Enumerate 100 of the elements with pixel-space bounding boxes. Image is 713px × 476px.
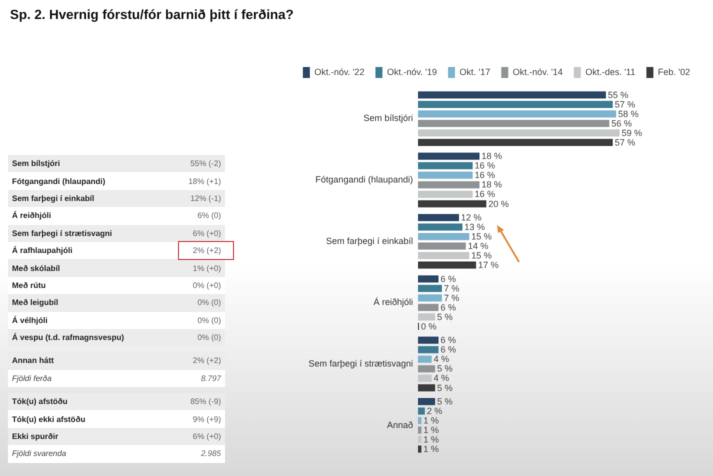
data-label: 1 % (423, 444, 439, 454)
data-label: 7 % (444, 283, 460, 294)
text: 2% (+2) (192, 246, 221, 256)
data-label: 1 % (423, 425, 439, 436)
bar (418, 138, 613, 146)
data-label: 6 % (440, 335, 456, 346)
text: Sp. 2. Hvernig fórstu/fór barnið þitt í ferðina? (10, 7, 294, 22)
bar (418, 336, 438, 344)
category-label: Sem bílstjóri (12, 159, 60, 168)
bar (418, 162, 473, 170)
data-label: 7 % (444, 292, 460, 303)
text: 0% (+0) (192, 280, 221, 290)
category-label: Með skólabíl (12, 264, 60, 273)
data-label: 12 % (461, 212, 482, 223)
data-label: 20 % (488, 198, 509, 209)
text: 18% (+1) (188, 176, 221, 186)
data-label: 6 % (440, 274, 456, 284)
data-label: 16 % (474, 170, 496, 180)
legend-label: Okt.-nóv. '22 (314, 66, 364, 77)
text: 85% (-9) (190, 397, 221, 406)
bar (418, 200, 486, 208)
data-label: 6 % (440, 302, 456, 312)
bar (418, 242, 466, 250)
data-label: 57 % (614, 99, 636, 110)
data-label: 15 % (471, 232, 492, 242)
data-label: 5 % (437, 396, 453, 407)
data-label: 55 % (608, 90, 628, 100)
bar (418, 275, 438, 282)
bar (418, 110, 616, 118)
data-label: 5 % (437, 382, 453, 393)
category-label: Með rútu (12, 280, 46, 290)
bar (418, 398, 436, 406)
y-tick-label: Annað (386, 420, 413, 430)
data-label: 57 % (614, 137, 636, 148)
category-label: Fjöldi ferða (12, 374, 52, 383)
bar (418, 408, 425, 415)
data-label: 0 % (421, 321, 437, 332)
data-label: 15 % (471, 250, 492, 261)
data-label: 16 % (474, 160, 496, 171)
bar (418, 233, 470, 240)
bar (418, 417, 422, 424)
bar (418, 190, 473, 198)
legend-label: Okt.-nóv. '19 (386, 66, 438, 77)
text: 55% (-2) (190, 159, 221, 168)
data-label: 59 % (622, 128, 642, 138)
bar (418, 304, 438, 311)
text: 0% (0) (197, 333, 221, 342)
y-tick-label: Sem farþegi í einkabíl (326, 236, 413, 246)
bar (418, 374, 432, 382)
bar (418, 313, 436, 320)
bar (418, 100, 613, 108)
category-label: Ekki spurðir (12, 432, 58, 442)
bar (418, 181, 480, 188)
data-label: 1 % (423, 416, 439, 426)
data-label: 56 % (611, 118, 632, 128)
data-label: 17 % (478, 260, 499, 270)
data-label: 16 % (474, 189, 496, 200)
text: 2.985 (200, 449, 221, 458)
bar (418, 356, 432, 363)
bar (418, 120, 610, 127)
bar (418, 426, 422, 434)
text: 6% (+0) (192, 432, 221, 442)
y-tick-label: Fótgangandi (hlaupandi) (315, 174, 413, 184)
bar (418, 91, 606, 98)
text: 1% (+0) (192, 264, 221, 273)
bar (418, 262, 476, 269)
text: 6% (0) (197, 211, 221, 220)
text: 8.797 (200, 374, 221, 383)
y-tick-label: Á reiðhjóli (373, 297, 413, 308)
bar (418, 172, 473, 179)
data-label: 13 % (464, 222, 485, 232)
data-label: 5 % (437, 364, 453, 374)
text: 9% (+9) (192, 414, 221, 424)
category-label: Á vespu (t.d. rafmagnsvespu) (12, 333, 124, 342)
bar (418, 446, 422, 453)
bar (418, 214, 459, 222)
category-label: Á vélhjóli (12, 316, 48, 325)
data-label: 18 % (482, 180, 502, 190)
category-label: Tók(u) afstöðu (12, 397, 68, 406)
data-label: 58 % (618, 108, 639, 119)
text: 0% (0) (197, 298, 221, 308)
bar (418, 284, 442, 292)
legend-label: Okt.-des. '11 (585, 66, 636, 77)
data-label: 4 % (434, 373, 450, 384)
data-label: 2 % (426, 406, 442, 416)
data-label: 18 % (482, 151, 502, 162)
y-tick-label: Sem bílstjóri (363, 113, 413, 124)
category-label: Fótgangandi (hlaupandi) (12, 176, 106, 186)
category-label: Á rafhlaupahjóli (12, 246, 72, 256)
y-tick-label: Sem farþegi í strætisvagni (308, 358, 413, 368)
bar (418, 152, 480, 160)
text: 12% (-1) (190, 194, 221, 203)
data-label: 14 % (468, 241, 488, 252)
text: 0% (0) (197, 316, 221, 325)
data-label: 6 % (440, 344, 456, 355)
category-label: Fjöldi svarenda (12, 449, 66, 458)
text: 2% (+2) (192, 356, 221, 366)
category-label: Með leigubíl (12, 298, 58, 308)
text: 6% (+0) (192, 228, 221, 238)
category-label: Tók(u) ekki afstöðu (12, 414, 86, 424)
